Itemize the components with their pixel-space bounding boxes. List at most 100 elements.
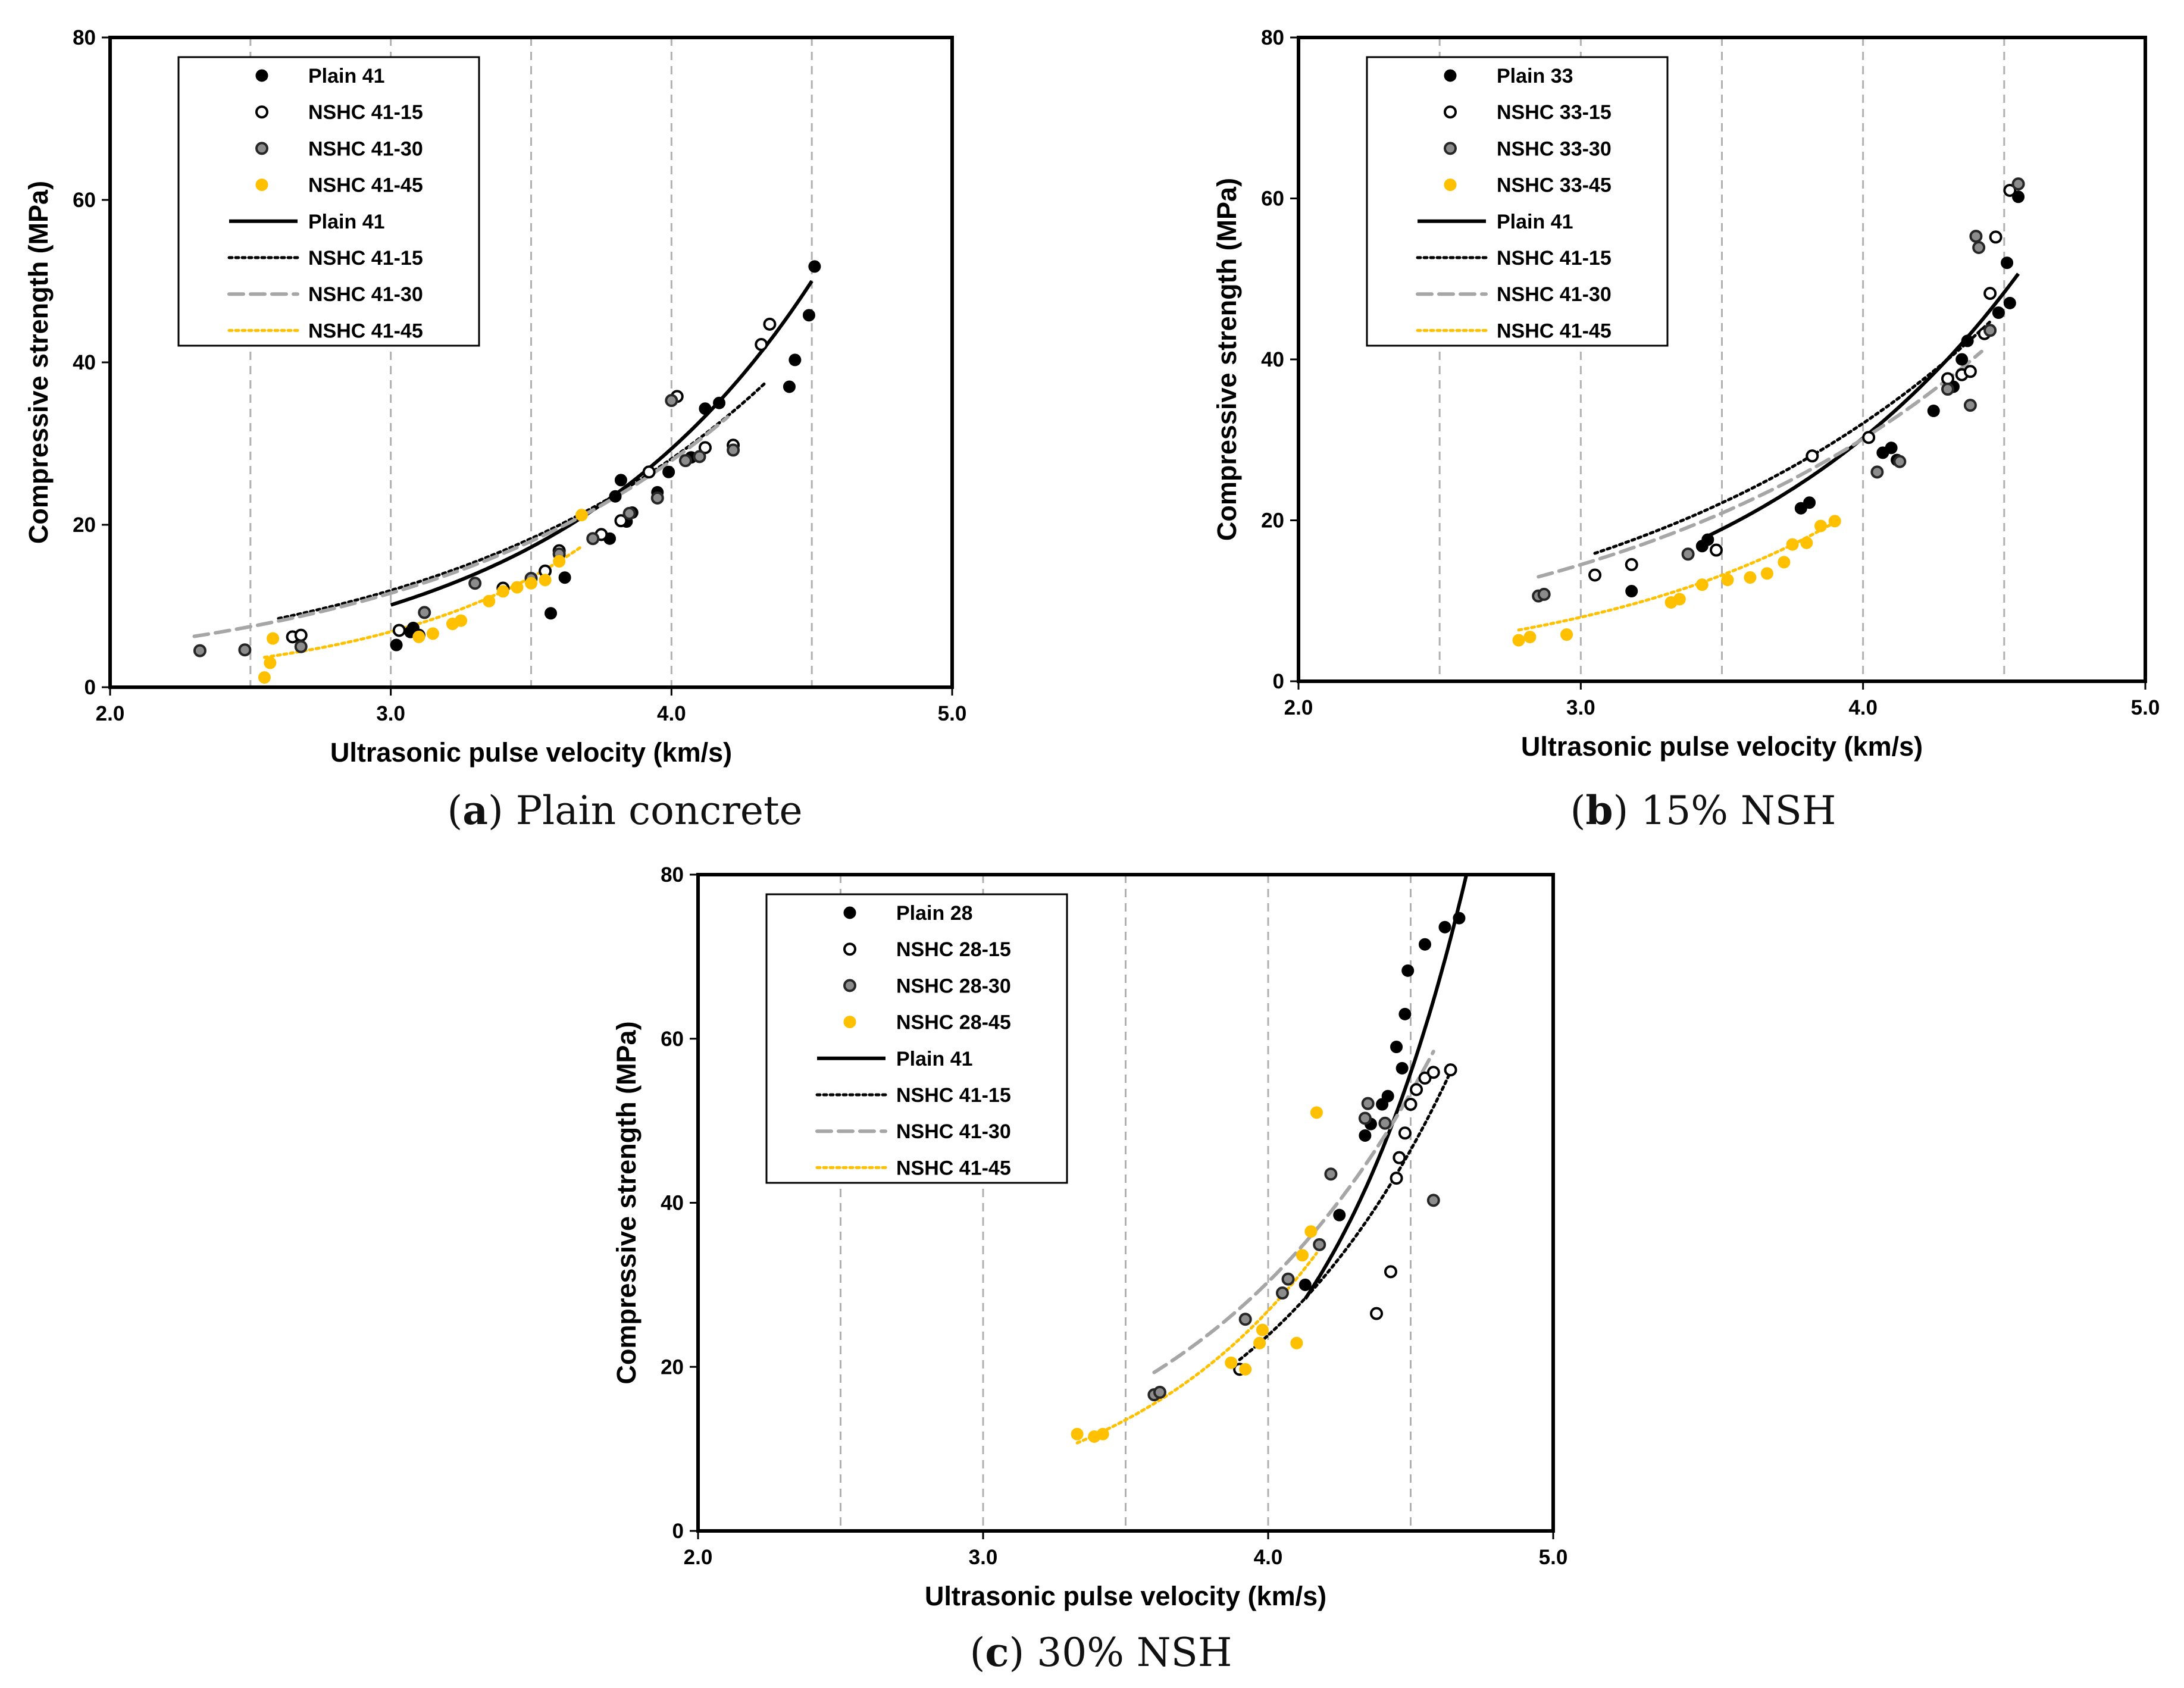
fit-line-2 (1537, 349, 1983, 579)
data-point-series-1 (1418, 1071, 1432, 1085)
caption-letter: c (985, 1629, 1009, 1676)
data-point-series-0 (1927, 405, 1940, 418)
data-point-series-3 (426, 627, 439, 640)
data-point-series-0 (1401, 964, 1415, 977)
caption-letter: a (462, 787, 488, 834)
data-point-series-0 (1992, 306, 2005, 320)
data-point-series-2 (2011, 177, 2025, 191)
data-point-series-2 (1893, 455, 1907, 468)
legend-label: Plain 41 (1497, 211, 1573, 233)
legend-label: NSHC 41-30 (308, 283, 423, 306)
data-point-series-1 (1426, 1066, 1440, 1079)
data-point-series-0 (1453, 912, 1466, 925)
legend-label: NSHC 41-15 (308, 247, 423, 270)
x-axis-label: Ultrasonic pulse velocity (km/s) (330, 737, 732, 768)
data-point-series-2 (1941, 383, 1954, 396)
fit-line-3 (1075, 1251, 1318, 1445)
legend-label: Plain 41 (308, 211, 385, 233)
legend-label: NSHC 41-45 (1497, 320, 1612, 342)
legend-box (177, 56, 480, 347)
x-tick-label: 4.0 (1848, 696, 1878, 719)
data-point-series-0 (390, 638, 403, 652)
y-axis-label: Compressive strength (MPa) (1212, 178, 1242, 541)
data-point-series-2 (1238, 1313, 1252, 1326)
data-point-series-3 (1800, 536, 1813, 549)
data-point-series-3 (1721, 574, 1734, 587)
x-tick-label: 2.0 (1284, 696, 1313, 719)
data-point-series-0 (1955, 353, 1969, 366)
data-point-series-1 (1983, 287, 1997, 300)
data-point-series-3 (455, 614, 468, 627)
data-point-series-3 (1253, 1336, 1266, 1349)
data-point-series-0 (808, 260, 821, 273)
legend-label: NSHC 28-15 (896, 938, 1011, 961)
legend: Plain 28 NSHC 28-15 NSHC 28-30 NSHC 28-45 Pl… (765, 893, 1068, 1184)
caption-text: 15% NSH (1641, 788, 1836, 834)
data-point-series-0 (1359, 1129, 1372, 1142)
caption-letter: b (1585, 787, 1613, 834)
legend-label: NSHC 41-45 (308, 174, 423, 197)
y-tick-label: 40 (661, 1192, 684, 1215)
x-tick-label: 2.0 (684, 1546, 713, 1569)
data-point-series-1 (763, 317, 777, 331)
data-point-series-1 (1410, 1083, 1423, 1097)
y-tick-label: 40 (73, 351, 96, 374)
legend-label: NSHC 28-30 (896, 975, 1011, 997)
data-point-series-1 (698, 441, 712, 455)
data-point-series-2 (1983, 324, 1997, 337)
data-point-series-2 (193, 644, 206, 657)
x-tick-label: 5.0 (938, 702, 967, 725)
data-point-series-0 (1376, 1098, 1389, 1111)
data-point-series-1 (1862, 431, 1876, 444)
data-point-series-3 (412, 630, 425, 643)
data-point-series-3 (511, 581, 524, 594)
data-point-series-2 (1963, 399, 1977, 412)
data-point-series-0 (1333, 1208, 1346, 1222)
legend-label: Plain 41 (308, 65, 385, 87)
fit-line-1 (1593, 320, 1992, 555)
data-point-series-2 (1275, 1286, 1289, 1300)
x-axis-label: Ultrasonic pulse velocity (km/s) (925, 1581, 1326, 1611)
plot-area (1071, 875, 1469, 1445)
data-point-series-2 (1426, 1194, 1440, 1207)
data-point-series-2 (727, 443, 740, 457)
data-point-series-2 (665, 394, 678, 408)
fit-line-3 (1517, 521, 1836, 632)
legend-marker (843, 906, 856, 919)
data-point-series-2 (1537, 587, 1551, 601)
data-point-series-3 (1096, 1427, 1109, 1440)
legend-label: NSHC 41-45 (896, 1157, 1011, 1179)
data-point-series-1 (1444, 1063, 1457, 1077)
x-axis-label: Ultrasonic pulse velocity (km/s) (1521, 731, 1923, 762)
y-tick-label: 60 (1261, 187, 1284, 211)
data-point-series-2 (650, 491, 664, 505)
data-point-series-2 (1153, 1385, 1166, 1399)
data-point-series-3 (1786, 538, 1799, 551)
data-point-series-0 (614, 474, 627, 487)
fit-line-1 (1238, 1070, 1453, 1361)
data-point-series-3 (1256, 1323, 1269, 1336)
data-point-series-3 (1304, 1225, 1318, 1238)
y-tick-label: 0 (85, 676, 96, 699)
fit-line-0 (1303, 875, 1469, 1300)
data-point-series-0 (1390, 1041, 1403, 1054)
x-tick-label: 5.0 (1539, 1546, 1568, 1569)
y-tick-label: 0 (1273, 670, 1284, 693)
legend-marker (255, 178, 268, 192)
data-point-series-3 (483, 594, 496, 607)
chart-panel-a: 2.0 3.0 4.0 5.0 0 20 40 60 80 Ultrasonic pulse ve… (23, 26, 966, 834)
x-tick-label: 4.0 (657, 702, 686, 725)
data-point-series-0 (1625, 585, 1638, 598)
data-point-series-1 (1710, 543, 1723, 557)
data-point-series-3 (267, 632, 280, 645)
data-point-series-2 (1378, 1116, 1392, 1130)
data-point-series-3 (1744, 571, 1757, 584)
data-point-series-3 (1225, 1356, 1238, 1369)
legend-marker (255, 69, 268, 82)
data-point-series-2 (1361, 1097, 1375, 1110)
legend-label: NSHC 33-45 (1497, 174, 1612, 197)
data-point-series-3 (1695, 578, 1709, 591)
y-axis-label: Compressive strength (MPa) (23, 181, 54, 544)
data-point-series-1 (1398, 1126, 1412, 1140)
panel-caption: (a) Plain concrete (447, 787, 802, 834)
